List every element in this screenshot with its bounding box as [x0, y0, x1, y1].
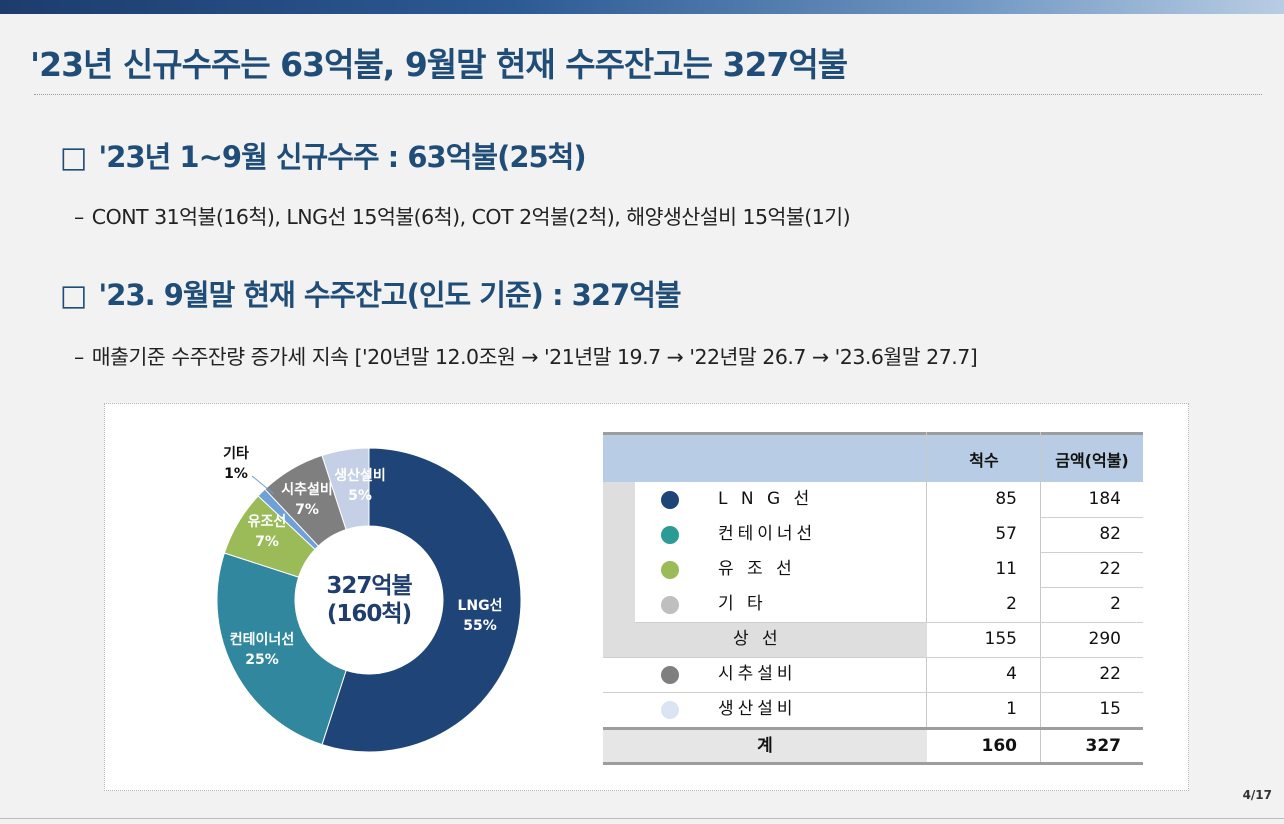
row-amount: 15 [1099, 699, 1121, 719]
slice-label-pct: 25% [245, 652, 279, 668]
row-name: 상 선 [733, 629, 782, 649]
checkbox-marker: □ [60, 140, 87, 174]
row-count: 85 [995, 489, 1017, 509]
row-name: 유 조 선 [718, 559, 796, 579]
legend-dot [661, 561, 679, 579]
row-amount: 82 [1099, 524, 1121, 544]
table-row-subtotal: 상 선 155 290 [603, 622, 1143, 657]
section-heading-backlog: □ '23. 9월말 현재 수주잔고(인도 기준) : 327억불 [60, 272, 682, 314]
row-divider [1041, 517, 1143, 518]
bullet-dash: – [74, 345, 84, 369]
page-title: '23년 신규수주는 63억불, 9월말 현재 수주잔고는 327억불 [30, 45, 848, 84]
legend-dot [661, 526, 679, 544]
donut-center-amount: 327억불 [326, 573, 412, 599]
top-accent-bar [0, 0, 1284, 14]
row-count: 155 [984, 629, 1017, 649]
row-name: 컨테이너선 [718, 524, 817, 544]
donut-hole [295, 526, 443, 674]
slice-label-pct: 55% [463, 618, 497, 634]
row-amount: 184 [1088, 489, 1121, 509]
section-heading-text: '23년 1~9월 신규수주 : 63억불(25척) [98, 140, 586, 174]
bullet-backlog: – 매출기준 수주잔량 증가세 지속 ['20년말 12.0조원 → '21년말 … [74, 340, 978, 370]
col-divider [1040, 432, 1041, 762]
page-number: 4/17 [1242, 788, 1272, 802]
table-row-total: 계 160 327 [603, 729, 1143, 764]
footer-rule [0, 818, 1284, 819]
table-row: 기 타 2 2 [603, 587, 1143, 622]
row-count: 1 [1006, 699, 1017, 719]
slice-label-pct: 7% [295, 502, 319, 518]
table-row: L N G 선 85 184 [603, 482, 1143, 517]
row-amount: 290 [1088, 629, 1121, 649]
total-top-rule [603, 727, 1143, 730]
backlog-donut-chart [216, 447, 522, 753]
row-count: 57 [995, 524, 1017, 544]
slice-label-name: 컨테이너선 [229, 632, 295, 648]
legend-dot [661, 666, 679, 684]
section-heading-new-orders: □ '23년 1~9월 신규수주 : 63억불(25척) [60, 134, 587, 176]
table-header-row: 척수 금액(억불) [603, 432, 1143, 482]
row-divider [1041, 587, 1143, 588]
donut-center-count: (160척) [326, 601, 412, 627]
row-name: 생산설비 [718, 699, 797, 719]
table-row: 생산설비 1 15 [603, 692, 1143, 727]
slice-label-name: 기타 [223, 446, 249, 462]
slice-label-name: 생산설비 [334, 468, 386, 484]
subtotal-band [603, 622, 927, 657]
row-amount: 22 [1099, 559, 1121, 579]
bullet-new-orders: – CONT 31억불(16척), LNG선 15억불(6척), COT 2억불(… [74, 200, 851, 230]
slice-label-name: 시추설비 [281, 482, 333, 498]
col-divider [926, 432, 927, 762]
checkbox-marker: □ [60, 278, 87, 312]
bullet-text: CONT 31억불(16척), LNG선 15억불(6척), COT 2억불(2… [91, 205, 851, 229]
slice-label-pct: 5% [348, 488, 372, 504]
table-row: 시추설비 4 22 [603, 657, 1143, 692]
slice-label-name: 유조선 [247, 514, 287, 530]
row-divider [1041, 552, 1143, 553]
row-divider [635, 622, 1143, 623]
row-count: 2 [1006, 594, 1017, 614]
donut-center-label: 327억불 (160척) [309, 572, 429, 628]
table-bottom-rule [603, 762, 1143, 765]
other-leader-line [251, 475, 275, 495]
bullet-text: 매출기준 수주잔량 증가세 지속 ['20년말 12.0조원 → '21년말 1… [91, 345, 978, 369]
header-count: 척수 [969, 451, 999, 470]
header-amount: 금액(억불) [1055, 451, 1129, 470]
legend-dot [661, 596, 679, 614]
table-row: 유 조 선 11 22 [603, 552, 1143, 587]
row-divider [603, 657, 1143, 658]
slice-label-pct: 1% [224, 466, 248, 482]
slice-label-drilling: 시추설비 7% [272, 480, 342, 520]
row-name: 계 [757, 736, 773, 756]
table-row: 컨테이너선 57 82 [603, 517, 1143, 552]
row-name: 시추설비 [718, 664, 797, 684]
merchant-group-band [603, 482, 635, 622]
row-divider [603, 692, 1143, 693]
row-name: 기 타 [718, 594, 767, 614]
row-count: 4 [1006, 664, 1017, 684]
slice-label-tanker: 유조선 7% [232, 512, 302, 552]
slice-label-container: 컨테이너선 25% [212, 630, 312, 670]
section-heading-text: '23. 9월말 현재 수주잔고(인도 기준) : 327억불 [98, 278, 681, 312]
legend-dot [661, 701, 679, 719]
row-amount: 2 [1110, 594, 1121, 614]
row-count: 160 [981, 736, 1018, 756]
legend-dot [661, 491, 679, 509]
row-amount: 22 [1099, 664, 1121, 684]
slice-label-name: LNG선 [457, 598, 503, 614]
slice-label-production: 생산설비 5% [322, 466, 398, 506]
bullet-dash: – [74, 205, 84, 229]
row-amount: 327 [1085, 736, 1122, 756]
total-band [603, 730, 927, 762]
slice-label-lng: LNG선 55% [440, 596, 520, 636]
slice-label-pct: 7% [255, 534, 279, 550]
slice-label-other: 기타 1% [206, 444, 266, 484]
title-divider [34, 94, 1262, 95]
row-name: L N G 선 [718, 489, 814, 509]
row-count: 11 [995, 559, 1017, 579]
